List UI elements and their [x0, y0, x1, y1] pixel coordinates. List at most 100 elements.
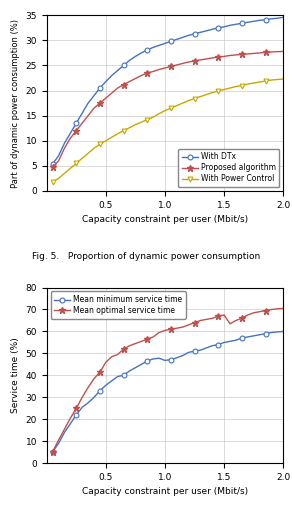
- Mean minimum service time: [252, 333, 256, 339]
- Proposed algorithm: [145, 70, 149, 76]
- Mean optimal service time: [205, 316, 208, 322]
- Mean minimum service time: [145, 358, 149, 364]
- Proposed algorithm: [211, 55, 214, 61]
- Line: Proposed algorithm: Proposed algorithm: [49, 48, 287, 171]
- Mean optimal service time: [92, 376, 96, 382]
- Mean minimum service time: [69, 420, 72, 427]
- Mean optimal service time: [98, 369, 102, 375]
- Proposed algorithm: [86, 112, 90, 119]
- With DTx: [281, 14, 285, 20]
- Mean minimum service time: [223, 340, 226, 346]
- With Power Control: [216, 88, 220, 94]
- Mean minimum service time: [199, 347, 202, 353]
- With DTx: [116, 67, 119, 73]
- Proposed algorithm: [51, 164, 54, 170]
- With DTx: [110, 72, 114, 78]
- With DTx: [81, 110, 84, 116]
- With DTx: [92, 93, 96, 99]
- Mean minimum service time: [240, 335, 244, 341]
- With Power Control: [181, 100, 185, 106]
- Y-axis label: Part of dynamic power consumption (%): Part of dynamic power consumption (%): [11, 19, 20, 188]
- Proposed algorithm: [264, 49, 267, 55]
- Proposed algorithm: [199, 57, 202, 63]
- Proposed algorithm: [81, 120, 84, 126]
- X-axis label: Capacity constraint per user (Mbit/s): Capacity constraint per user (Mbit/s): [82, 215, 248, 224]
- With DTx: [234, 21, 238, 27]
- Mean optimal service time: [134, 341, 137, 347]
- With Power Control: [157, 110, 161, 117]
- Proposed algorithm: [163, 65, 167, 71]
- Mean minimum service time: [193, 348, 196, 354]
- Legend: Mean minimum service time, Mean optimal service time: Mean minimum service time, Mean optimal …: [51, 291, 186, 319]
- Mean minimum service time: [234, 337, 238, 343]
- Mean minimum service time: [86, 400, 90, 406]
- Mean minimum service time: [92, 394, 96, 401]
- With DTx: [74, 120, 78, 126]
- Proposed algorithm: [240, 51, 244, 58]
- Proposed algorithm: [234, 52, 238, 58]
- With DTx: [169, 38, 173, 44]
- Mean optimal service time: [128, 343, 131, 349]
- With DTx: [211, 26, 214, 33]
- Proposed algorithm: [69, 135, 72, 142]
- Mean optimal service time: [223, 312, 226, 318]
- With Power Control: [151, 114, 155, 120]
- Mean optimal service time: [187, 322, 190, 328]
- With Power Control: [281, 76, 285, 82]
- Mean minimum service time: [258, 332, 261, 338]
- With Power Control: [228, 85, 232, 91]
- Mean minimum service time: [228, 338, 232, 345]
- Legend: With DTx, Proposed algorithm, With Power Control: With DTx, Proposed algorithm, With Power…: [178, 149, 279, 187]
- With Power Control: [246, 81, 249, 87]
- With Power Control: [81, 155, 84, 161]
- Y-axis label: Service time (%): Service time (%): [11, 337, 20, 413]
- Mean optimal service time: [110, 354, 114, 360]
- With Power Control: [110, 134, 114, 140]
- Proposed algorithm: [276, 48, 279, 54]
- Line: With DTx: With DTx: [50, 15, 286, 166]
- With Power Control: [63, 171, 66, 177]
- Mean optimal service time: [258, 308, 261, 315]
- Mean optimal service time: [151, 334, 155, 340]
- With DTx: [223, 24, 226, 30]
- Mean minimum service time: [175, 355, 179, 361]
- With DTx: [151, 44, 155, 50]
- With DTx: [128, 58, 131, 64]
- Mean optimal service time: [252, 310, 256, 316]
- Mean minimum service time: [57, 440, 60, 446]
- Proposed algorithm: [228, 52, 232, 59]
- Mean minimum service time: [276, 329, 279, 335]
- Mean minimum service time: [163, 357, 167, 363]
- Mean minimum service time: [270, 329, 273, 335]
- With Power Control: [211, 90, 214, 96]
- With DTx: [98, 85, 102, 91]
- Mean minimum service time: [98, 388, 102, 394]
- With Power Control: [252, 80, 256, 86]
- Line: Mean optimal service time: Mean optimal service time: [49, 305, 287, 455]
- With DTx: [57, 153, 60, 159]
- Mean optimal service time: [199, 318, 202, 324]
- Proposed algorithm: [193, 58, 196, 64]
- Proposed algorithm: [223, 53, 226, 60]
- Mean minimum service time: [181, 353, 185, 359]
- Proposed algorithm: [175, 62, 179, 68]
- With DTx: [157, 42, 161, 48]
- Proposed algorithm: [205, 56, 208, 62]
- Proposed algorithm: [157, 66, 161, 72]
- With DTx: [246, 19, 249, 25]
- X-axis label: Capacity constraint per user (Mbit/s): Capacity constraint per user (Mbit/s): [82, 488, 248, 496]
- Mean minimum service time: [264, 330, 267, 336]
- With Power Control: [86, 150, 90, 156]
- With DTx: [140, 50, 143, 56]
- With DTx: [252, 18, 256, 24]
- With Power Control: [234, 83, 238, 90]
- With Power Control: [69, 165, 72, 172]
- Proposed algorithm: [181, 61, 185, 67]
- With DTx: [175, 36, 179, 42]
- Proposed algorithm: [270, 49, 273, 55]
- With DTx: [69, 130, 72, 136]
- Proposed algorithm: [98, 100, 102, 106]
- Mean optimal service time: [234, 318, 238, 324]
- Mean optimal service time: [51, 449, 54, 455]
- Proposed algorithm: [57, 158, 60, 164]
